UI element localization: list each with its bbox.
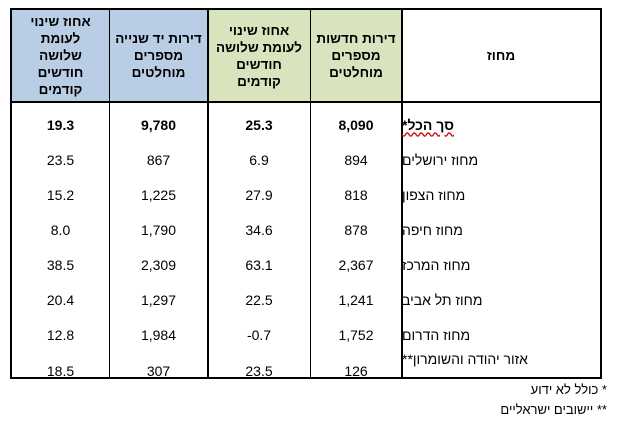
column-divider [207,10,209,377]
table-row: 8.0 1,790 34.6 878 מחוז חיפה [12,212,600,247]
used-absolute-cell: 1,984 [140,326,177,343]
used-absolute-cell: 1,790 [140,221,177,238]
table-row: 23.5 867 6.9 894 מחוז ירושלים [12,142,600,177]
header-used-absolute: דירות יד שנייה מספרים מוחלטים [109,10,208,101]
column-divider [401,10,403,377]
used-absolute-cell: 1,297 [140,291,177,308]
new-absolute-cell: 1,752 [338,326,374,343]
district-cell: מחוז הצפון [402,186,466,203]
used-absolute-cell: 9,780 [140,116,177,133]
used-change-cell: 12.8 [46,326,75,343]
new-absolute-cell: 1,241 [338,291,374,308]
header-new-absolute: דירות חדשות מספרים מוחלטים [310,10,402,101]
table-row: 12.8 1,984 -0.7 1,752 מחוז הדרום [12,317,600,352]
district-cell: אזור יהודה והשומרון** [402,351,528,367]
district-cell: מחוז תל אביב [402,291,483,308]
table-row: 20.4 1,297 22.5 1,241 מחוז תל אביב [12,282,600,317]
used-change-cell: 23.5 [46,151,75,168]
used-absolute-cell: 2,309 [140,256,177,273]
district-label-total: סך הכל* [402,116,454,133]
used-change-cell: 20.4 [46,291,75,308]
footnotes: * כולל לא ידוע ** יישובים ישראליים [500,380,607,420]
header-divider [12,101,600,103]
new-change-cell: 63.1 [245,256,273,273]
new-absolute-cell: 2,367 [338,256,374,273]
new-change-cell: 25.3 [245,116,273,133]
header-district: מחוז [402,10,600,101]
new-change-cell: 34.6 [245,221,273,238]
new-change-cell: 6.9 [249,151,269,168]
new-absolute-cell: 894 [344,151,368,168]
used-change-cell: 15.2 [46,186,75,203]
table-row: 19.3 9,780 25.3 8,090 סך הכל* [12,107,600,142]
district-cell: מחוז הדרום [402,326,471,343]
footnote-settlements: ** יישובים ישראליים [500,402,607,417]
footnote-unknown: * כולל לא ידוע [530,382,607,397]
new-change-cell: 22.5 [245,291,273,308]
used-absolute-cell: 1,225 [140,186,177,203]
new-absolute-cell: 818 [344,186,368,203]
district-cell: מחוז המרכז [402,256,471,273]
district-cell: מחוז חיפה [402,221,463,238]
district-cell: מחוז ירושלים [402,151,479,168]
header-used-change: אחוז שינוי לעומת שלושה חודשים קודמים [12,10,109,101]
table-row: 15.2 1,225 27.9 818 מחוז הצפון [12,177,600,212]
header-new-change: אחוז שינוי לעומת שלושה חודשים קודמים [208,10,310,101]
used-absolute-cell: 867 [146,151,171,168]
new-absolute-cell: 8,090 [338,116,374,133]
new-change-cell: 23.5 [245,363,273,379]
housing-table: אחוז שינוי לעומת שלושה חודשים קודמים דיר… [10,8,602,379]
district-cell: סך הכל* [402,107,588,142]
new-change-cell: -0.7 [246,326,272,343]
new-absolute-cell: 878 [344,221,368,238]
used-change-cell: 38.5 [46,256,75,273]
column-divider [109,10,110,377]
table-row: 38.5 2,309 63.1 2,367 מחוז המרכז [12,247,600,282]
used-change-cell: 8.0 [50,221,71,238]
used-change-cell: 18.5 [46,363,75,379]
new-change-cell: 27.9 [245,186,273,203]
new-absolute-cell: 126 [344,363,368,379]
used-absolute-cell: 307 [146,363,171,379]
column-divider [310,10,311,377]
used-change-cell: 19.3 [46,116,75,133]
table-row: 18.5 307 23.5 126 אזור יהודה והשומרון** [12,348,600,379]
